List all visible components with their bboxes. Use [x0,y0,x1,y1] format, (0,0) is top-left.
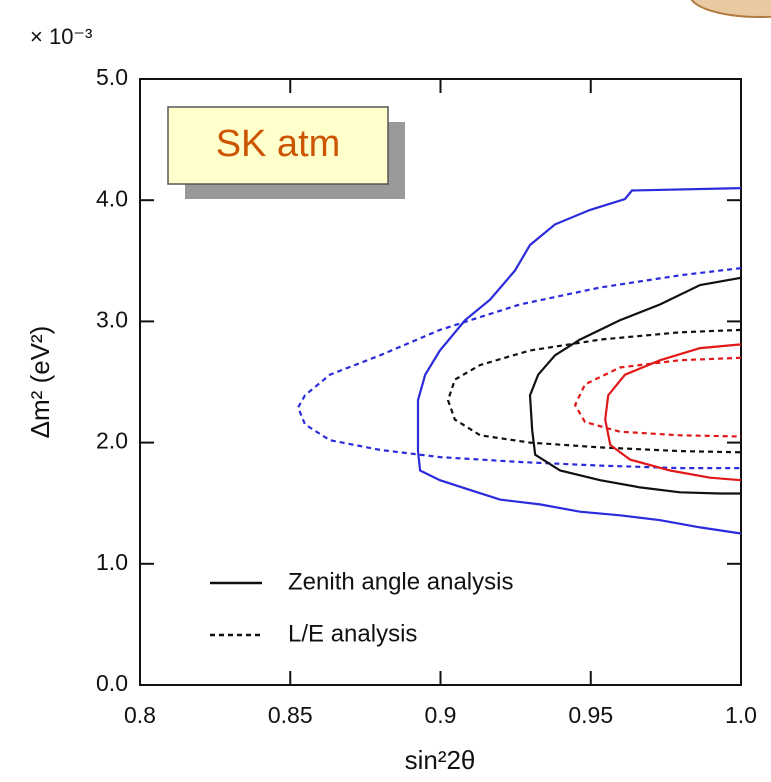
y-tick-label: 3.0 [96,306,128,332]
decoration [690,0,771,18]
x-tick-label: 0.85 [268,702,313,728]
axis-multiplier: × 10⁻³ [30,24,92,49]
contour-line [416,187,742,535]
contour-line [528,276,742,495]
y-axis-label: Δm² (eV²) [25,326,55,439]
y-tick-label: 5.0 [96,64,128,90]
legend-label: L/E analysis [288,620,417,647]
x-tick-label: 0.9 [425,702,457,728]
legend-label: Zenith angle analysis [288,568,513,595]
contour-line [446,328,742,454]
x-tick-label: 0.8 [124,702,156,728]
annotation-box [167,106,389,185]
x-tick-label: 1.0 [725,702,757,728]
annotation: SK atm [216,123,341,165]
x-axis-label: sin²2θ [405,745,476,775]
y-tick-label: 0.0 [96,670,128,696]
y-tick-label: 2.0 [96,428,128,454]
y-tick-label: 4.0 [96,185,128,211]
contour-line [604,343,742,482]
y-tick-label: 1.0 [96,549,128,575]
contour-line [573,356,742,438]
x-tick-label: 0.95 [568,702,613,728]
